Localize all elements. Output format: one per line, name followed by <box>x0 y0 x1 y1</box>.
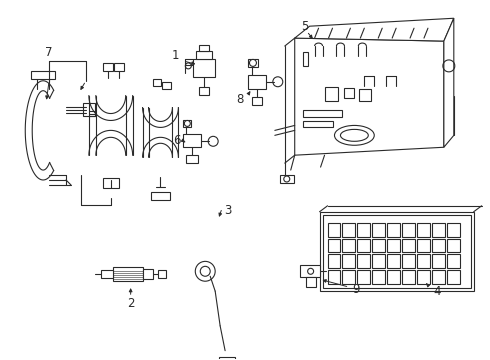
Bar <box>343 270 355 284</box>
Bar <box>163 82 172 89</box>
Bar <box>327 270 341 284</box>
Bar <box>300 265 319 277</box>
Bar <box>343 255 355 268</box>
Bar <box>432 255 445 268</box>
Bar <box>417 270 430 284</box>
Bar <box>432 223 445 237</box>
Bar <box>432 239 445 252</box>
Circle shape <box>185 63 191 69</box>
Bar <box>113 267 143 281</box>
Bar <box>344 88 354 98</box>
Bar <box>402 239 415 252</box>
Bar <box>402 223 415 237</box>
Bar <box>343 239 355 252</box>
Bar <box>152 79 162 86</box>
Bar <box>324 87 339 100</box>
Bar <box>252 96 262 105</box>
Bar <box>183 121 191 127</box>
Bar <box>103 178 119 188</box>
Bar <box>447 223 460 237</box>
Circle shape <box>308 268 314 274</box>
Circle shape <box>200 266 210 276</box>
Bar <box>372 223 385 237</box>
Bar <box>359 89 371 100</box>
Bar <box>101 270 113 278</box>
Bar <box>322 215 471 288</box>
Circle shape <box>249 59 256 66</box>
Text: 9: 9 <box>353 283 360 296</box>
Bar <box>327 223 341 237</box>
Bar <box>447 255 460 268</box>
Bar <box>372 239 385 252</box>
Bar <box>219 357 235 360</box>
Bar <box>357 223 370 237</box>
Polygon shape <box>294 38 444 155</box>
Bar <box>327 239 341 252</box>
Bar <box>303 52 308 66</box>
Text: 2: 2 <box>127 297 134 310</box>
Bar <box>357 270 370 284</box>
Bar <box>402 270 415 284</box>
Bar <box>372 255 385 268</box>
Bar <box>402 255 415 268</box>
Bar <box>387 270 400 284</box>
Bar <box>158 270 167 278</box>
Bar <box>417 255 430 268</box>
Polygon shape <box>294 18 454 41</box>
Bar <box>150 192 171 200</box>
Bar <box>327 255 341 268</box>
Bar <box>193 59 215 77</box>
Polygon shape <box>444 18 454 147</box>
Bar <box>186 155 198 163</box>
Bar <box>83 103 95 117</box>
Circle shape <box>284 176 290 182</box>
Bar <box>387 255 400 268</box>
Circle shape <box>208 136 218 146</box>
Bar <box>248 75 266 89</box>
Bar <box>387 223 400 237</box>
Bar <box>183 134 201 147</box>
Bar <box>303 109 343 117</box>
Bar <box>417 239 430 252</box>
Circle shape <box>273 77 283 87</box>
Bar <box>143 269 152 279</box>
Bar <box>417 223 430 237</box>
Bar <box>387 239 400 252</box>
Bar <box>196 51 212 59</box>
Text: 3: 3 <box>224 204 232 217</box>
Bar <box>248 59 258 67</box>
Text: 6: 6 <box>172 134 180 147</box>
Bar <box>114 63 123 71</box>
Bar <box>280 175 294 183</box>
Circle shape <box>196 261 215 281</box>
Bar <box>199 87 209 95</box>
Bar <box>357 239 370 252</box>
Bar <box>319 212 474 291</box>
Text: 4: 4 <box>433 285 441 298</box>
Bar <box>343 223 355 237</box>
Text: 8: 8 <box>236 93 244 106</box>
Bar <box>303 121 333 127</box>
Bar <box>447 270 460 284</box>
Text: 7: 7 <box>46 46 53 59</box>
Text: 5: 5 <box>301 20 308 33</box>
Bar <box>306 277 316 287</box>
Bar <box>432 270 445 284</box>
Bar <box>357 255 370 268</box>
Bar <box>31 71 55 79</box>
Bar <box>447 239 460 252</box>
Text: 1: 1 <box>172 49 179 63</box>
Bar <box>103 63 113 71</box>
Bar <box>372 270 385 284</box>
Circle shape <box>184 121 190 126</box>
Bar <box>199 45 209 51</box>
